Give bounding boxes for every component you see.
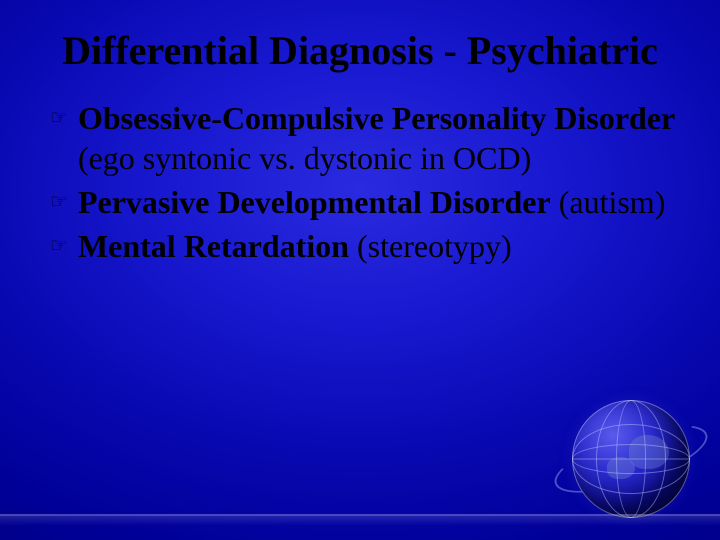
list-item: ☞ Obsessive-Compulsive Personality Disor… — [50, 98, 680, 178]
bullet-text: Mental Retardation (stereotypy) — [78, 226, 512, 266]
list-item: ☞ Pervasive Developmental Disorder (auti… — [50, 182, 680, 222]
slide-title: Differential Diagnosis - Psychiatric — [40, 28, 680, 74]
bullet-rest: (stereotypy) — [349, 228, 512, 264]
pointing-hand-icon: ☞ — [50, 192, 68, 212]
bullet-rest: (ego syntonic vs. dystonic in OCD) — [78, 140, 531, 176]
pointing-hand-icon: ☞ — [50, 108, 68, 128]
bullet-bold: Obsessive-Compulsive Personality Disorde… — [78, 100, 675, 136]
bullet-text: Pervasive Developmental Disorder (autism… — [78, 182, 665, 222]
list-item: ☞ Mental Retardation (stereotypy) — [50, 226, 680, 266]
bullet-list: ☞ Obsessive-Compulsive Personality Disor… — [40, 98, 680, 266]
bullet-text: Obsessive-Compulsive Personality Disorde… — [78, 98, 680, 178]
bullet-rest: (autism) — [551, 184, 666, 220]
bullet-bold: Mental Retardation — [78, 228, 349, 264]
footer-band — [0, 514, 720, 540]
bullet-bold: Pervasive Developmental Disorder — [78, 184, 551, 220]
globe-icon — [556, 384, 706, 534]
slide: Differential Diagnosis - Psychiatric ☞ O… — [0, 0, 720, 540]
pointing-hand-icon: ☞ — [50, 236, 68, 256]
